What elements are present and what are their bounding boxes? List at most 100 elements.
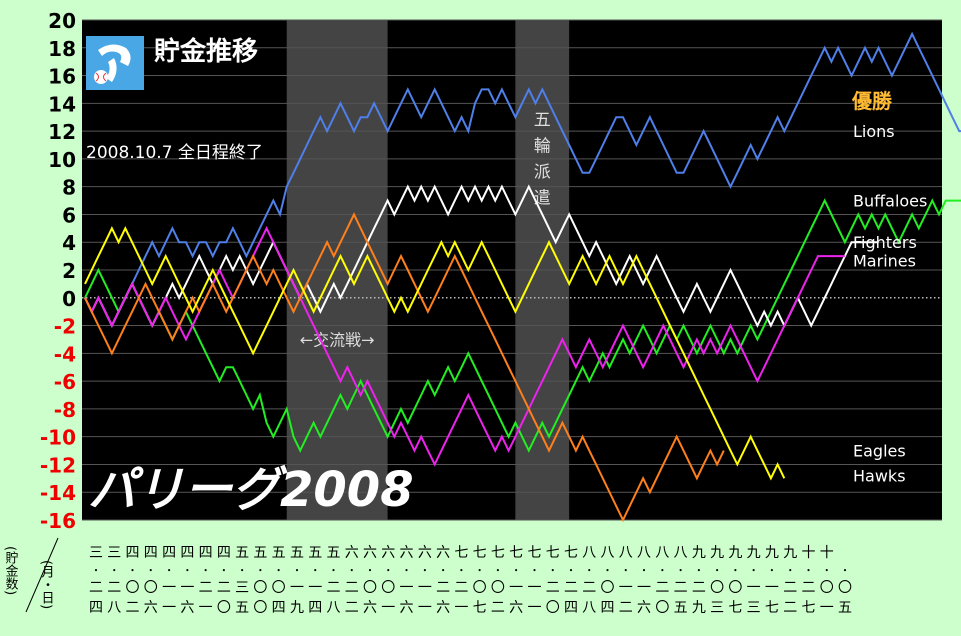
y-tick-label: -10 <box>40 426 76 450</box>
series-label-fighters: Fighters <box>853 233 917 252</box>
date-dot: ・ <box>420 566 430 577</box>
date-month: 七 <box>454 545 468 561</box>
date-day-tens: 〇 <box>728 580 742 596</box>
date-month: 九 <box>692 545 706 561</box>
y-tick-label: -16 <box>40 509 76 533</box>
date-month: 十 <box>801 545 815 561</box>
date-day-tens: 二 <box>564 580 578 596</box>
date-day-tens: 〇 <box>710 580 724 596</box>
date-dot: ・ <box>840 566 850 577</box>
date-day-tens: 一 <box>637 580 651 596</box>
date-month: 四 <box>144 545 158 561</box>
champion-label: 優勝 <box>851 89 893 113</box>
date-dot: ・ <box>438 566 448 577</box>
date-month: 五 <box>253 545 267 561</box>
date-day-tens: 二 <box>783 580 797 596</box>
series-line-eagles <box>84 212 725 523</box>
date-month: 九 <box>728 545 742 561</box>
date-day-ones: 二 <box>126 600 140 616</box>
date-dot: ・ <box>402 566 412 577</box>
date-day-ones: 一 <box>454 600 468 616</box>
shaded-period-label-char: 派 <box>534 163 551 183</box>
shaded-period-label-char: 五 <box>534 111 551 131</box>
y-tick-label: -6 <box>54 370 76 394</box>
date-day-tens: 二 <box>674 580 688 596</box>
date-day-ones: 一 <box>381 600 395 616</box>
date-day-ones: 四 <box>272 600 286 616</box>
date-day-ones: 一 <box>527 600 541 616</box>
date-dot: ・ <box>785 566 795 577</box>
date-day-tens: 〇 <box>838 580 852 596</box>
date-month: 四 <box>180 545 194 561</box>
y-tick-label: 12 <box>48 120 76 144</box>
date-day-ones: 〇 <box>546 600 560 616</box>
date-day-tens: 二 <box>89 580 103 596</box>
y-tick-label: 20 <box>48 9 76 33</box>
date-day-ones: 四 <box>89 600 103 616</box>
y-tick-label: 16 <box>48 65 76 89</box>
date-dot: ・ <box>657 566 667 577</box>
date-month: 八 <box>655 545 669 561</box>
date-month: 八 <box>637 545 651 561</box>
date-day-tens: 〇 <box>144 580 158 596</box>
series-label-buffaloes: Buffaloes <box>853 192 927 211</box>
date-day-tens: 二 <box>345 580 359 596</box>
date-day-ones: 九 <box>290 600 304 616</box>
y-tick-label: -4 <box>54 342 76 366</box>
date-day-tens: 二 <box>801 580 815 596</box>
y-tick-label: 0 <box>62 287 76 311</box>
date-dot: ・ <box>109 566 119 577</box>
date-day-tens: 〇 <box>601 580 615 596</box>
date-month: 三 <box>107 545 121 561</box>
date-month: 五 <box>235 545 249 561</box>
date-day-tens: 一 <box>400 580 414 596</box>
y-tick-label: -8 <box>54 398 76 422</box>
date-day-tens: 〇 <box>363 580 377 596</box>
date-day-ones: 一 <box>162 600 176 616</box>
y-tick-label: 2 <box>62 259 76 283</box>
date-day-ones: 六 <box>436 600 450 616</box>
date-day-ones: 二 <box>491 600 505 616</box>
date-dot: ・ <box>639 566 649 577</box>
date-day-ones: 〇 <box>253 600 267 616</box>
date-day-tens: 〇 <box>491 580 505 596</box>
date-day-ones: 一 <box>199 600 213 616</box>
shaded-period-label-char: 輪 <box>534 137 551 157</box>
date-day-ones: 七 <box>473 600 487 616</box>
date-day-tens: 〇 <box>473 580 487 596</box>
date-day-tens: 一 <box>308 580 322 596</box>
date-month: 九 <box>710 545 724 561</box>
date-dot: ・ <box>274 566 284 577</box>
date-day-ones: 九 <box>692 600 706 616</box>
date-day-ones: 七 <box>801 600 815 616</box>
date-month: 七 <box>509 545 523 561</box>
date-day-ones: 六 <box>400 600 414 616</box>
date-dot: ・ <box>621 566 631 577</box>
date-day-ones: 四 <box>564 600 578 616</box>
date-month: 八 <box>582 545 596 561</box>
date-day-ones: 三 <box>747 600 761 616</box>
date-month: 四 <box>162 545 176 561</box>
date-day-ones: 七 <box>728 600 742 616</box>
date-month: 六 <box>345 545 359 561</box>
date-dot: ・ <box>219 566 229 577</box>
date-dot: ・ <box>566 566 576 577</box>
date-dot: ・ <box>603 566 613 577</box>
date-dot: ・ <box>255 566 265 577</box>
series-line-buffaloes <box>84 198 961 453</box>
date-day-tens: 二 <box>692 580 706 596</box>
y-tick-label: 8 <box>62 176 76 200</box>
date-day-ones: 七 <box>765 600 779 616</box>
date-day-ones: 六 <box>637 600 651 616</box>
date-day-tens: 二 <box>454 580 468 596</box>
date-day-tens: 一 <box>162 580 176 596</box>
date-day-ones: 八 <box>107 600 121 616</box>
date-day-tens: 二 <box>107 580 121 596</box>
date-dot: ・ <box>493 566 503 577</box>
date-day-ones: 六 <box>144 600 158 616</box>
axis-label-slash <box>25 537 59 613</box>
y-tick-label: 10 <box>48 148 76 172</box>
date-month: 五 <box>290 545 304 561</box>
date-month: 八 <box>601 545 615 561</box>
